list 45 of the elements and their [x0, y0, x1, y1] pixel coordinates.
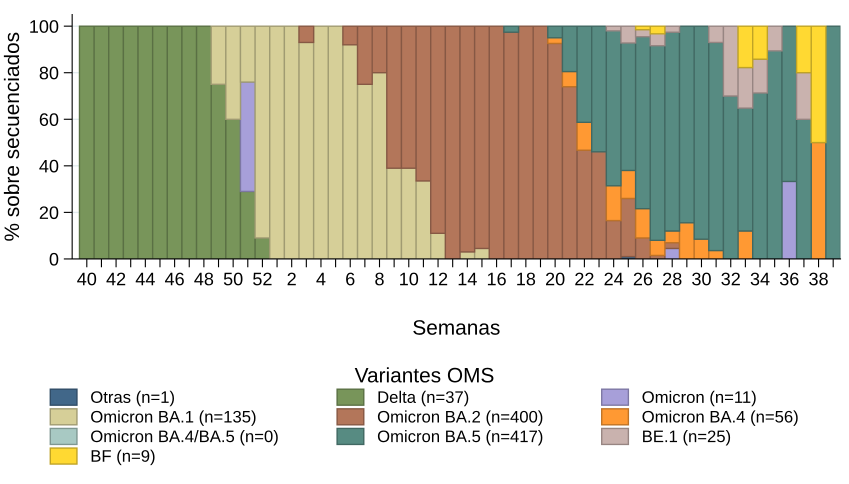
x-tick-label: 6: [346, 272, 354, 286]
legend-label: BE.1 (n=25): [643, 430, 730, 446]
y-tick-label: 80: [40, 66, 58, 80]
legend-label: Omicron BA.5 (n=417): [378, 430, 542, 446]
legend-label: Omicron BA.2 (n=400): [378, 410, 542, 426]
x-tick-label: 44: [136, 272, 155, 286]
x-axis-title: Semanas: [413, 320, 500, 335]
x-tick-label: 28: [663, 272, 682, 286]
x-tick-label: 24: [604, 272, 624, 286]
legend-label: Omicron (n=11): [642, 390, 756, 406]
x-tick-label: 32: [721, 272, 740, 286]
x-tick-label: 8: [375, 272, 384, 286]
legend-label: Otras (n=1): [91, 390, 174, 406]
legend-title: Variantes OMS: [354, 367, 494, 383]
x-tick-label: 26: [634, 272, 652, 286]
x-tick-label: 52: [253, 272, 272, 286]
x-tick-label: 2: [288, 272, 296, 286]
x-tick-label: 14: [458, 272, 477, 286]
y-tick-label: 60: [40, 113, 58, 126]
x-tick-label: 46: [164, 272, 184, 286]
y-tick-label: 100: [30, 20, 58, 33]
x-tick-label: 12: [429, 272, 448, 286]
legend-label: Omicron BA.4/BA.5 (n=0): [91, 430, 278, 446]
y-tick-label: 20: [40, 206, 58, 220]
x-tick-label: 16: [488, 272, 506, 286]
x-tick-label: 50: [224, 272, 242, 286]
x-tick-label: 38: [809, 272, 828, 286]
x-tick-label: 22: [575, 272, 594, 286]
x-tick-label: 20: [546, 272, 564, 286]
legend-label: Omicron BA.1 (n=135): [91, 410, 256, 426]
x-tick-label: 42: [106, 272, 126, 286]
x-tick-label: 36: [780, 272, 799, 286]
y-tick-label: 0: [50, 252, 58, 266]
x-tick-label: 34: [750, 272, 770, 286]
legend-label: Delta (n=37): [378, 390, 468, 406]
x-tick-label: 18: [517, 272, 536, 286]
y-axis-title: % sobre secuenciados: [4, 32, 20, 241]
x-tick-label: 4: [316, 272, 326, 286]
y-tick-label: 40: [39, 160, 58, 173]
x-tick-label: 40: [77, 272, 96, 286]
legend-label: Omicron BA.4 (n=56): [642, 410, 798, 426]
legend-label: BF (n=9): [92, 450, 155, 466]
x-tick-label: 10: [400, 272, 418, 286]
x-tick-label: 48: [194, 272, 214, 286]
x-tick-label: 30: [692, 272, 711, 286]
